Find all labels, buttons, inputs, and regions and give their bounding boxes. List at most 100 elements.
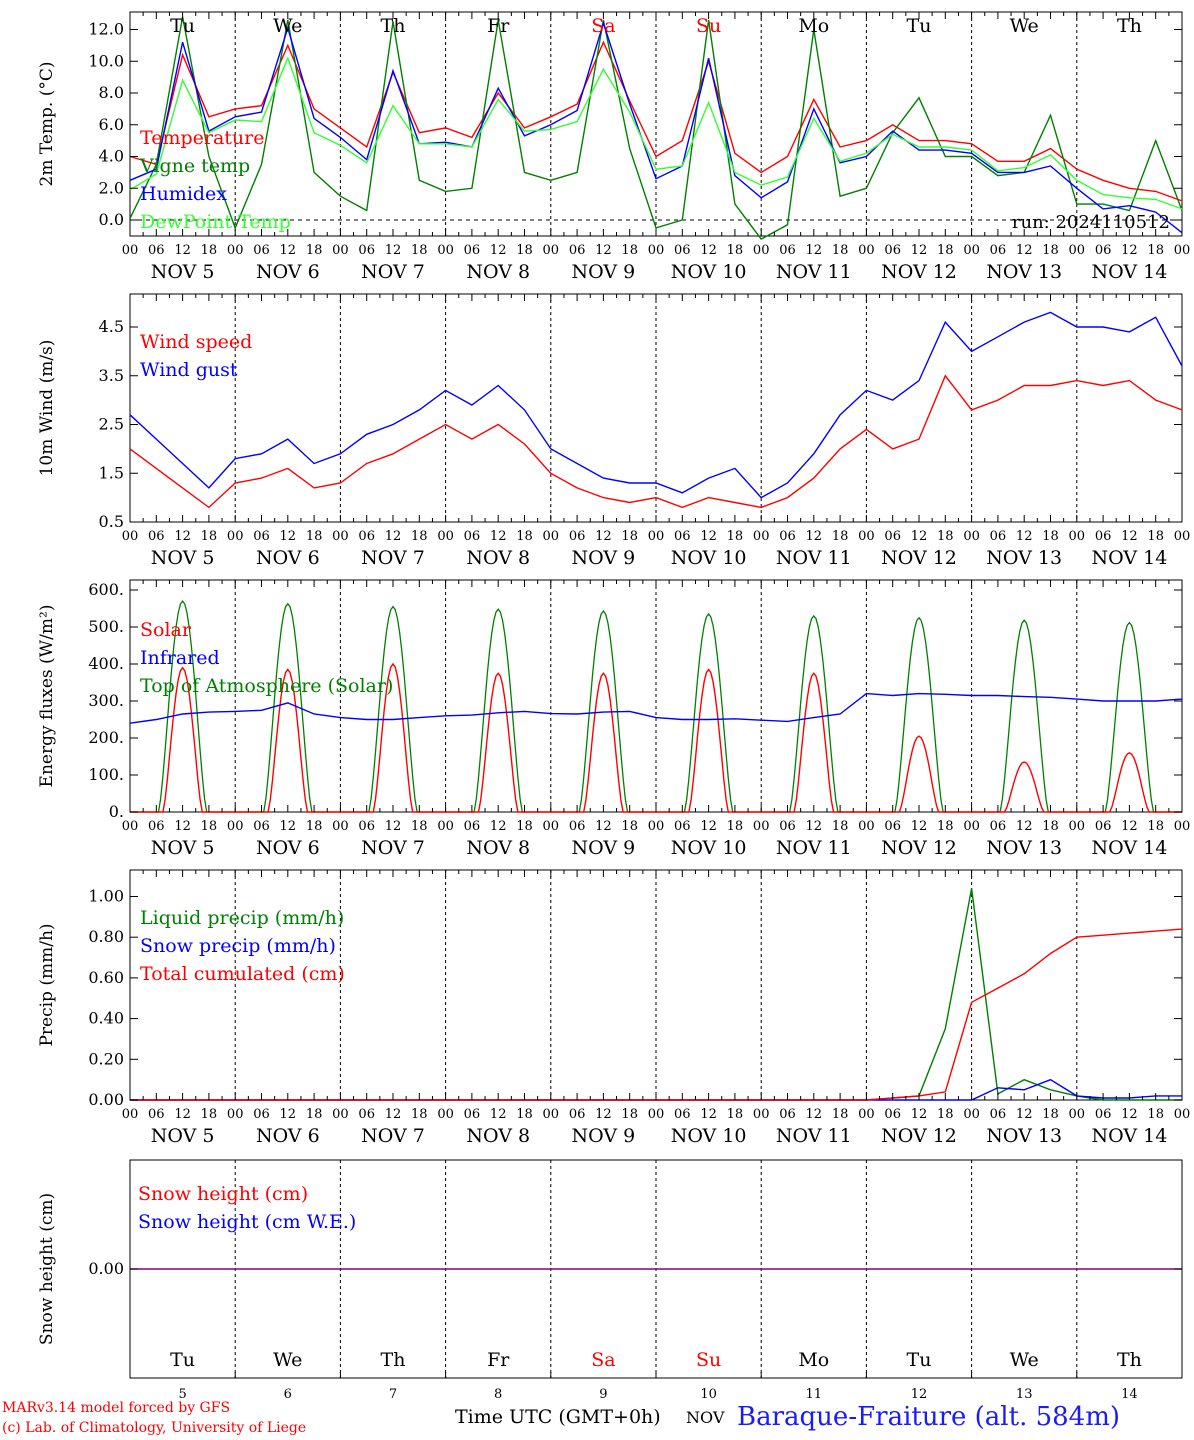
hour-tick-label: 12 (490, 243, 507, 258)
hour-tick-label: 00 (753, 819, 770, 834)
day-name-label: Mo (798, 15, 829, 37)
date-label: NOV 6 (256, 1125, 320, 1147)
series-line-dewpoint-temp (129, 56, 1183, 210)
hour-tick-label: 06 (674, 819, 691, 834)
day-number-label: 8 (494, 1387, 502, 1402)
hour-tick-label: 06 (990, 819, 1007, 834)
hour-tick-label: 06 (674, 243, 691, 258)
hour-tick-label: 12 (174, 529, 191, 544)
y-axis-label: 2m Temp. (°C) (37, 61, 57, 186)
hour-tick-label: 00 (543, 529, 560, 544)
date-label: NOV 7 (361, 261, 425, 283)
day-name-label: Th (1117, 1349, 1142, 1371)
run-annotation: run: 2024110512 (1012, 212, 1170, 233)
hour-tick-label: 00 (648, 1107, 665, 1122)
hour-tick-label: 06 (569, 1107, 586, 1122)
legend-entry: Total cumulated (cm) (140, 963, 345, 985)
y-tick-label: 1.5 (99, 463, 124, 482)
day-name-label: Tu (907, 15, 932, 37)
hour-tick-label: 00 (1069, 243, 1086, 258)
date-label: NOV 9 (572, 547, 636, 569)
y-tick-label: 4.5 (99, 317, 124, 336)
hour-tick-label: 18 (201, 529, 218, 544)
hour-tick-label: 06 (779, 1107, 796, 1122)
day-name-label: Th (381, 1349, 406, 1371)
hour-tick-label: 18 (832, 1107, 849, 1122)
hour-tick-label: 18 (727, 819, 744, 834)
hour-tick-label: 00 (122, 1107, 139, 1122)
hour-tick-label: 18 (937, 1107, 954, 1122)
hour-tick-label: 18 (727, 1107, 744, 1122)
series-line-vigne-temp (129, 16, 1183, 241)
day-name-label: We (273, 15, 302, 37)
date-label: NOV 8 (466, 1125, 530, 1147)
y-tick-label: 3.5 (99, 366, 124, 385)
hour-tick-label: 18 (201, 243, 218, 258)
date-label: NOV 12 (881, 837, 957, 859)
hour-tick-label: 12 (385, 819, 402, 834)
hour-tick-label: 18 (832, 243, 849, 258)
hour-tick-label: 00 (1174, 243, 1191, 258)
hour-tick-label: 12 (911, 529, 928, 544)
hour-tick-label: 18 (1147, 243, 1164, 258)
hour-tick-label: 18 (411, 243, 428, 258)
date-label: NOV 14 (1091, 837, 1167, 859)
day-name-label: Su (696, 1349, 721, 1371)
day-name-label: Tu (170, 15, 195, 37)
hour-tick-label: 12 (1121, 1107, 1138, 1122)
hour-tick-label: 18 (621, 1107, 638, 1122)
y-tick-label: 0.40 (88, 1009, 124, 1028)
hour-tick-label: 12 (1016, 243, 1033, 258)
day-name-label: Fr (487, 15, 510, 37)
y-axis-label: 10m Wind (m/s) (37, 340, 57, 477)
hour-tick-label: 00 (122, 243, 139, 258)
lab-credit: (c) Lab. of Climatology, University of L… (2, 1420, 307, 1436)
hour-tick-label: 12 (1121, 529, 1138, 544)
legend-entry: Liquid precip (mm/h) (140, 907, 344, 929)
hour-tick-label: 12 (595, 1107, 612, 1122)
hour-tick-label: 00 (1069, 819, 1086, 834)
hour-tick-label: 18 (306, 1107, 323, 1122)
y-tick-label: 0. (109, 802, 124, 821)
hour-tick-label: 12 (174, 1107, 191, 1122)
date-label: NOV 11 (776, 837, 852, 859)
series-line-wind-gust (129, 311, 1183, 499)
date-label: NOV 11 (776, 547, 852, 569)
day-number-label: 10 (700, 1387, 717, 1402)
hour-tick-label: 12 (1121, 819, 1138, 834)
hour-tick-label: 18 (832, 529, 849, 544)
series-line-infrared (129, 692, 1183, 724)
hour-tick-label: 18 (306, 243, 323, 258)
y-tick-label: 0.00 (88, 1259, 124, 1278)
hour-tick-label: 12 (490, 819, 507, 834)
hour-tick-label: 18 (516, 243, 533, 258)
series-line-humidex (129, 20, 1183, 234)
hour-tick-label: 06 (253, 1107, 270, 1122)
day-name-label: Tu (170, 1349, 195, 1371)
hour-tick-label: 18 (1147, 1107, 1164, 1122)
legend-entry: Snow height (cm) (138, 1183, 308, 1205)
day-name-label: We (1010, 15, 1039, 37)
hour-tick-label: 00 (753, 1107, 770, 1122)
hour-tick-label: 18 (411, 529, 428, 544)
hour-tick-label: 06 (253, 819, 270, 834)
y-tick-label: 10.0 (88, 51, 124, 70)
day-number-label: 12 (911, 1387, 928, 1402)
hour-tick-label: 06 (1095, 529, 1112, 544)
legend-entry: Temperature (140, 127, 264, 149)
hour-tick-label: 06 (358, 529, 375, 544)
hour-tick-label: 06 (990, 243, 1007, 258)
hour-tick-label: 06 (464, 529, 481, 544)
hour-tick-label: 18 (516, 819, 533, 834)
hour-tick-label: 12 (595, 243, 612, 258)
y-tick-label: 100. (88, 765, 124, 784)
hour-tick-label: 06 (1095, 819, 1112, 834)
day-number-label: 13 (1016, 1387, 1033, 1402)
date-label: NOV 5 (151, 1125, 215, 1147)
date-label: NOV 5 (151, 837, 215, 859)
hour-tick-label: 06 (148, 1107, 165, 1122)
hour-tick-label: 06 (569, 819, 586, 834)
legend-entry: Top of Atmosphere (Solar) (140, 675, 393, 697)
hour-tick-label: 12 (385, 529, 402, 544)
hour-tick-label: 00 (648, 243, 665, 258)
